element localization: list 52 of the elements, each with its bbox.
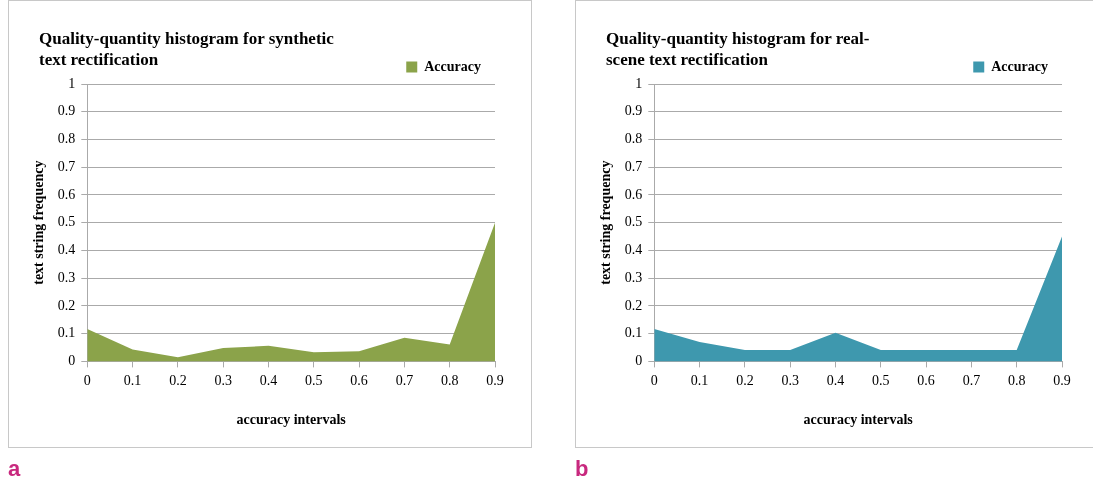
legend-label: Accuracy	[991, 58, 1049, 74]
x-axis-title: accuracy intervals	[236, 412, 347, 428]
x-tick-label: 0.9	[1053, 373, 1071, 389]
x-tick-label: 0.1	[123, 373, 142, 389]
y-tick-label: 0.4	[57, 242, 76, 258]
y-tick-label: 0.6	[624, 186, 643, 202]
x-tick-label: 0.2	[169, 373, 187, 389]
x-tick-label: 0.8	[440, 373, 459, 389]
y-tick-label: 0.4	[624, 242, 643, 258]
y-tick-label: 0.6	[57, 186, 76, 202]
y-axis-title: text string frequency	[31, 160, 47, 285]
y-tick-label: 0.1	[57, 325, 76, 341]
chart-title: Quality-quantity histogram for real-scene text rectification	[606, 28, 871, 70]
y-tick-label: 0.2	[57, 297, 76, 313]
x-tick-label: 0.4	[826, 373, 845, 389]
x-tick-label: 0.1	[690, 373, 709, 389]
text: b	[575, 456, 589, 481]
y-tick-label: 0.8	[57, 131, 76, 147]
x-tick-label: 0	[650, 373, 658, 389]
x-tick-label: 0.3	[781, 373, 799, 389]
x-tick-label: 0.3	[214, 373, 232, 389]
x-tick-label: 0.5	[872, 373, 890, 389]
text: a	[8, 456, 21, 481]
y-tick-label: 0.5	[57, 214, 76, 230]
y-tick-label: 1	[68, 75, 76, 91]
y-tick-label: 0.1	[624, 325, 643, 341]
y-tick-label: 0.5	[624, 214, 643, 230]
y-tick-label: 0.7	[624, 158, 643, 174]
y-tick-label: 0.9	[624, 103, 643, 119]
x-tick-label: 0.6	[350, 373, 368, 389]
legend-label: Accuracy	[424, 58, 482, 74]
x-tick-label: 0.8	[1007, 373, 1026, 389]
y-tick-label: 0.3	[57, 269, 76, 285]
y-tick-label: 1	[635, 75, 643, 91]
x-axis-title: accuracy intervals	[803, 412, 914, 428]
x-tick-label: 0	[83, 373, 91, 389]
y-tick-label: 0.8	[624, 131, 643, 147]
x-tick-label: 0.9	[486, 373, 504, 389]
x-tick-label: 0.6	[917, 373, 935, 389]
x-tick-label: 0.7	[962, 373, 981, 389]
y-tick-label: 0.9	[57, 103, 76, 119]
y-tick-label: 0.2	[624, 297, 643, 313]
y-tick-label: 0.7	[57, 158, 76, 174]
y-axis-title: text string frequency	[598, 160, 614, 285]
x-tick-label: 0.7	[395, 373, 414, 389]
y-tick-label: 0	[68, 353, 76, 369]
y-tick-label: 0	[635, 353, 643, 369]
y-tick-label: 0.3	[624, 269, 643, 285]
chart-title: Quality-quantity histogram for synthetic text rectification	[39, 28, 335, 70]
x-tick-label: 0.2	[736, 373, 754, 389]
x-tick-label: 0.4	[259, 373, 278, 389]
x-tick-label: 0.5	[305, 373, 323, 389]
